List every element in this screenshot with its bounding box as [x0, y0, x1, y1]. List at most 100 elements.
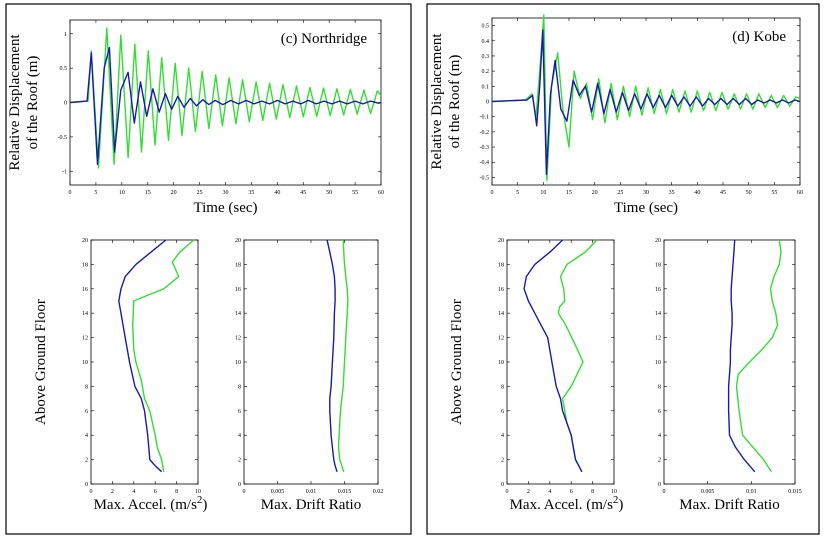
northridge-time-history-ytick-label: -1	[62, 169, 67, 175]
northridge-accel-ytick-label: 12	[82, 336, 88, 342]
kobe-drift-xtick-label: 0.01	[746, 489, 757, 495]
kobe-accel-xtick-label: 2	[527, 489, 530, 495]
kobe-accel-ytick-label: 0	[501, 482, 504, 488]
northridge-time-history-xtick-label: 60	[378, 190, 384, 196]
kobe-accel-xlabel-sup: 2	[613, 494, 619, 506]
northridge-drift-ytick-label: 12	[235, 336, 241, 342]
kobe-drift-xtick-label: 0	[663, 489, 666, 495]
kobe-time-history-xtick-label: 10	[540, 190, 546, 196]
northridge-time-history-chart: 0 5 10 15 20 25 30 35 40 45 50 55 60 -1 -0.5 0 0.5 1 (c) N…	[7, 19, 384, 216]
northridge-drift-xtick-label: 0.01	[306, 489, 317, 495]
northridge-accel-ytick-label: 10	[82, 360, 88, 366]
northridge-accel-profile-chart: 0 2 4 6 8 10 0 2 4 6 8 10 12 14 16 18 20 Max. Accel. (m/s…	[33, 238, 207, 513]
kobe-drift-axes-frame	[663, 239, 796, 485]
kobe-time-history-xtick-label: 40	[694, 190, 700, 196]
northridge-drift-ytick-label: 10	[235, 360, 241, 366]
northridge-accel-xlabel-main: Max. Accel. (m/s	[94, 497, 197, 513]
kobe-accel-ytick-label: 2	[501, 458, 504, 464]
kobe-drift-ytick-label: 4	[658, 433, 661, 439]
northridge-time-history-ytick-label: 1	[64, 32, 67, 38]
kobe-time-history-ytick-label: 0	[486, 100, 489, 106]
northridge-time-history-ylabel-line1: Relative Displacement	[7, 34, 23, 171]
northridge-accel-series-green-line	[131, 239, 195, 472]
kobe-accel-ytick-label: 18	[498, 262, 504, 268]
northridge-time-history-ytick-label: 0.5	[60, 66, 68, 72]
kobe-drift-xlabel: Max. Drift Ratio	[679, 497, 779, 513]
panel-kobe-frame	[426, 3, 820, 535]
kobe-time-history-ytick-label: -0.5	[480, 175, 490, 181]
kobe-accel-series-green-line	[557, 239, 598, 473]
kobe-time-history-ytick-label: 0.2	[482, 69, 490, 75]
northridge-time-history-xtick-label: 5	[94, 190, 97, 196]
northridge-time-history-series-blue-line	[69, 46, 382, 166]
northridge-time-history-xtick-label: 40	[274, 190, 280, 196]
northridge-time-history-xtick-label: 20	[171, 190, 177, 196]
northridge-accel-ytick-label: 0	[85, 482, 88, 488]
northridge-accel-series-blue-line	[118, 239, 167, 473]
kobe-drift-series-blue-line	[727, 239, 756, 473]
kobe-time-history-ytick-label: -0.3	[480, 145, 490, 151]
kobe-drift-ytick-label: 20	[655, 238, 661, 244]
northridge-time-history-title: (c) Northridge	[281, 31, 368, 47]
kobe-accel-xlabel-close: )	[618, 497, 623, 513]
kobe-time-history-ytick-label: -0.2	[480, 130, 490, 136]
kobe-drift-ytick-label: 10	[655, 360, 661, 366]
kobe-accel-xtick-label: 0	[506, 489, 509, 495]
kobe-accel-profile-chart: 0 2 4 6 8 10 0 2 4 6 8 10 12 14 16 18 20 Max. Accel. (m/s…	[449, 238, 623, 513]
northridge-accel-axes-frame	[90, 239, 199, 485]
kobe-time-history-ytick-label: -0.4	[480, 160, 490, 166]
panel-northridge: 0 5 10 15 20 25 30 35 40 45 50 55 60-1-0.500.51 (c) N…	[5, 3, 412, 535]
northridge-time-history-xtick-label: 0	[69, 190, 72, 196]
northridge-drift-ytick-label: 0	[238, 482, 241, 488]
kobe-time-history-ytick-label: 0.1	[482, 84, 490, 90]
northridge-accel-ytick-label: 18	[82, 262, 88, 268]
northridge-drift-xtick-label: 0.02	[373, 489, 384, 495]
northridge-drift-xlabel: Max. Drift Ratio	[261, 497, 361, 513]
kobe-accel-xtick-label: 8	[591, 489, 594, 495]
northridge-drift-ytick-label: 20	[235, 238, 241, 244]
northridge-time-history-series-green-line	[69, 27, 382, 169]
kobe-drift-ytick-label: 12	[655, 336, 661, 342]
northridge-accel-ytick-label: 2	[85, 458, 88, 464]
kobe-accel-ytick-label: 10	[498, 360, 504, 366]
northridge-time-history-xtick-label: 45	[300, 190, 306, 196]
northridge-time-history-xtick-label: 15	[145, 190, 151, 196]
northridge-accel-xtick-label: 6	[154, 489, 157, 495]
northridge-drift-series-blue-line	[326, 239, 338, 473]
northridge-drift-profile-chart: 0 0.005 0.01 0.015 0.02 0 2 4 6 8 10 12 14 16 18 20 Max.…	[235, 238, 383, 513]
northridge-drift-ytick-label: 6	[238, 409, 241, 415]
panel-kobe: 0 5 10 15 20 25 30 35 40 45 50 55 60-0.5-0.4-0.3-0.2…	[426, 3, 820, 535]
northridge-drift-xtick-label: 0.015	[338, 489, 352, 495]
kobe-time-history-ylabel-line2: of the Roof (m)	[447, 55, 463, 149]
kobe-drift-profile-chart: 0 0.005 0.01 0.015 0 2 4 6 8 10 12 14 16 18 20 Max. Dri…	[655, 238, 802, 513]
northridge-time-history-ylabel-line2: of the Roof (m)	[25, 56, 41, 150]
kobe-time-history-xtick-label: 45	[720, 190, 726, 196]
kobe-accel-ytick-label: 14	[498, 311, 504, 317]
kobe-drift-ytick-label: 6	[658, 409, 661, 415]
northridge-accel-xlabel-sup: 2	[197, 494, 203, 506]
kobe-time-history-xtick-label: 55	[771, 190, 777, 196]
kobe-accel-ytick-label: 6	[501, 409, 504, 415]
kobe-time-history-chart: 0 5 10 15 20 25 30 35 40 45 50 55 60 -0.5 -0.4 -0.3 -0.2…	[429, 14, 803, 216]
northridge-time-history-xtick-label: 25	[197, 190, 203, 196]
northridge-time-history-xtick-label: 35	[248, 190, 254, 196]
northridge-accel-ytick-label: 8	[85, 384, 88, 390]
northridge-drift-ytick-label: 14	[235, 311, 241, 317]
kobe-time-history-series-blue-line	[491, 29, 801, 176]
northridge-accel-ytick-label: 6	[85, 409, 88, 415]
kobe-accel-series-blue-line	[523, 239, 583, 473]
kobe-time-history-ytick-label: 0.4	[482, 39, 490, 45]
northridge-time-history-xtick-label: 10	[119, 190, 125, 196]
northridge-time-history-ytick-label: 0	[64, 101, 67, 107]
northridge-drift-ytick-label: 8	[238, 384, 241, 390]
northridge-accel-xlabel-close: )	[202, 497, 207, 513]
kobe-time-history-xtick-label: 15	[566, 190, 572, 196]
northridge-accel-ytick-label: 16	[82, 287, 88, 293]
northridge-drift-axes-frame	[243, 239, 379, 485]
northridge-accel-xtick-label: 0	[90, 489, 93, 495]
kobe-time-history-xtick-label: 60	[797, 190, 803, 196]
kobe-time-history-ytick-label: 0.5	[482, 24, 490, 30]
kobe-time-history-xtick-label: 30	[643, 190, 649, 196]
